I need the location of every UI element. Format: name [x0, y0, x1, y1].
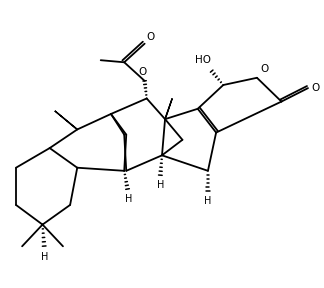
Text: O: O: [146, 32, 155, 42]
Text: O: O: [311, 83, 319, 93]
Text: H: H: [204, 196, 212, 206]
Polygon shape: [165, 98, 172, 119]
Text: HO: HO: [195, 55, 211, 65]
Text: H: H: [40, 252, 48, 262]
Text: H: H: [124, 194, 132, 204]
Text: O: O: [260, 64, 269, 74]
Polygon shape: [55, 111, 77, 130]
Text: O: O: [139, 67, 147, 77]
Text: H: H: [157, 180, 164, 190]
